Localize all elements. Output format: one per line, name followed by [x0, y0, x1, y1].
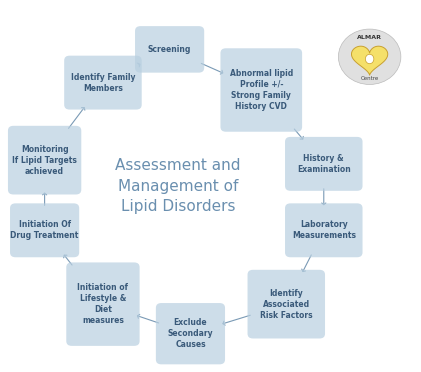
FancyBboxPatch shape	[285, 137, 362, 191]
Text: Assessment and
Management of
Lipid Disorders: Assessment and Management of Lipid Disor…	[115, 157, 241, 215]
Text: Identify Family
Members: Identify Family Members	[71, 73, 135, 93]
Text: Exclude
Secondary
Causes: Exclude Secondary Causes	[168, 318, 213, 349]
Text: History &
Examination: History & Examination	[297, 154, 351, 174]
FancyBboxPatch shape	[66, 262, 140, 346]
Text: Centre: Centre	[360, 76, 379, 81]
FancyBboxPatch shape	[221, 48, 302, 132]
FancyBboxPatch shape	[285, 203, 362, 257]
FancyBboxPatch shape	[8, 126, 81, 195]
Ellipse shape	[365, 54, 374, 64]
FancyBboxPatch shape	[64, 56, 142, 110]
FancyBboxPatch shape	[248, 270, 325, 339]
FancyBboxPatch shape	[10, 203, 79, 257]
Text: Identify
Associated
Risk Factors: Identify Associated Risk Factors	[260, 289, 312, 320]
FancyBboxPatch shape	[156, 303, 225, 364]
FancyBboxPatch shape	[135, 26, 204, 73]
Text: Screening: Screening	[148, 45, 191, 54]
Circle shape	[338, 29, 401, 84]
Polygon shape	[352, 46, 388, 75]
Text: Abnormal lipid
Profile +/-
Strong Family
History CVD: Abnormal lipid Profile +/- Strong Family…	[229, 69, 293, 111]
Text: Initiation of
Lifestyle &
Diet
measures: Initiation of Lifestyle & Diet measures	[77, 283, 128, 325]
Text: Initiation Of
Drug Treatment: Initiation Of Drug Treatment	[11, 220, 79, 240]
Text: Monitoring
If Lipid Targets
achieved: Monitoring If Lipid Targets achieved	[12, 145, 77, 176]
Text: ALMAR: ALMAR	[357, 35, 382, 40]
Text: Laboratory
Measurements: Laboratory Measurements	[292, 220, 356, 240]
